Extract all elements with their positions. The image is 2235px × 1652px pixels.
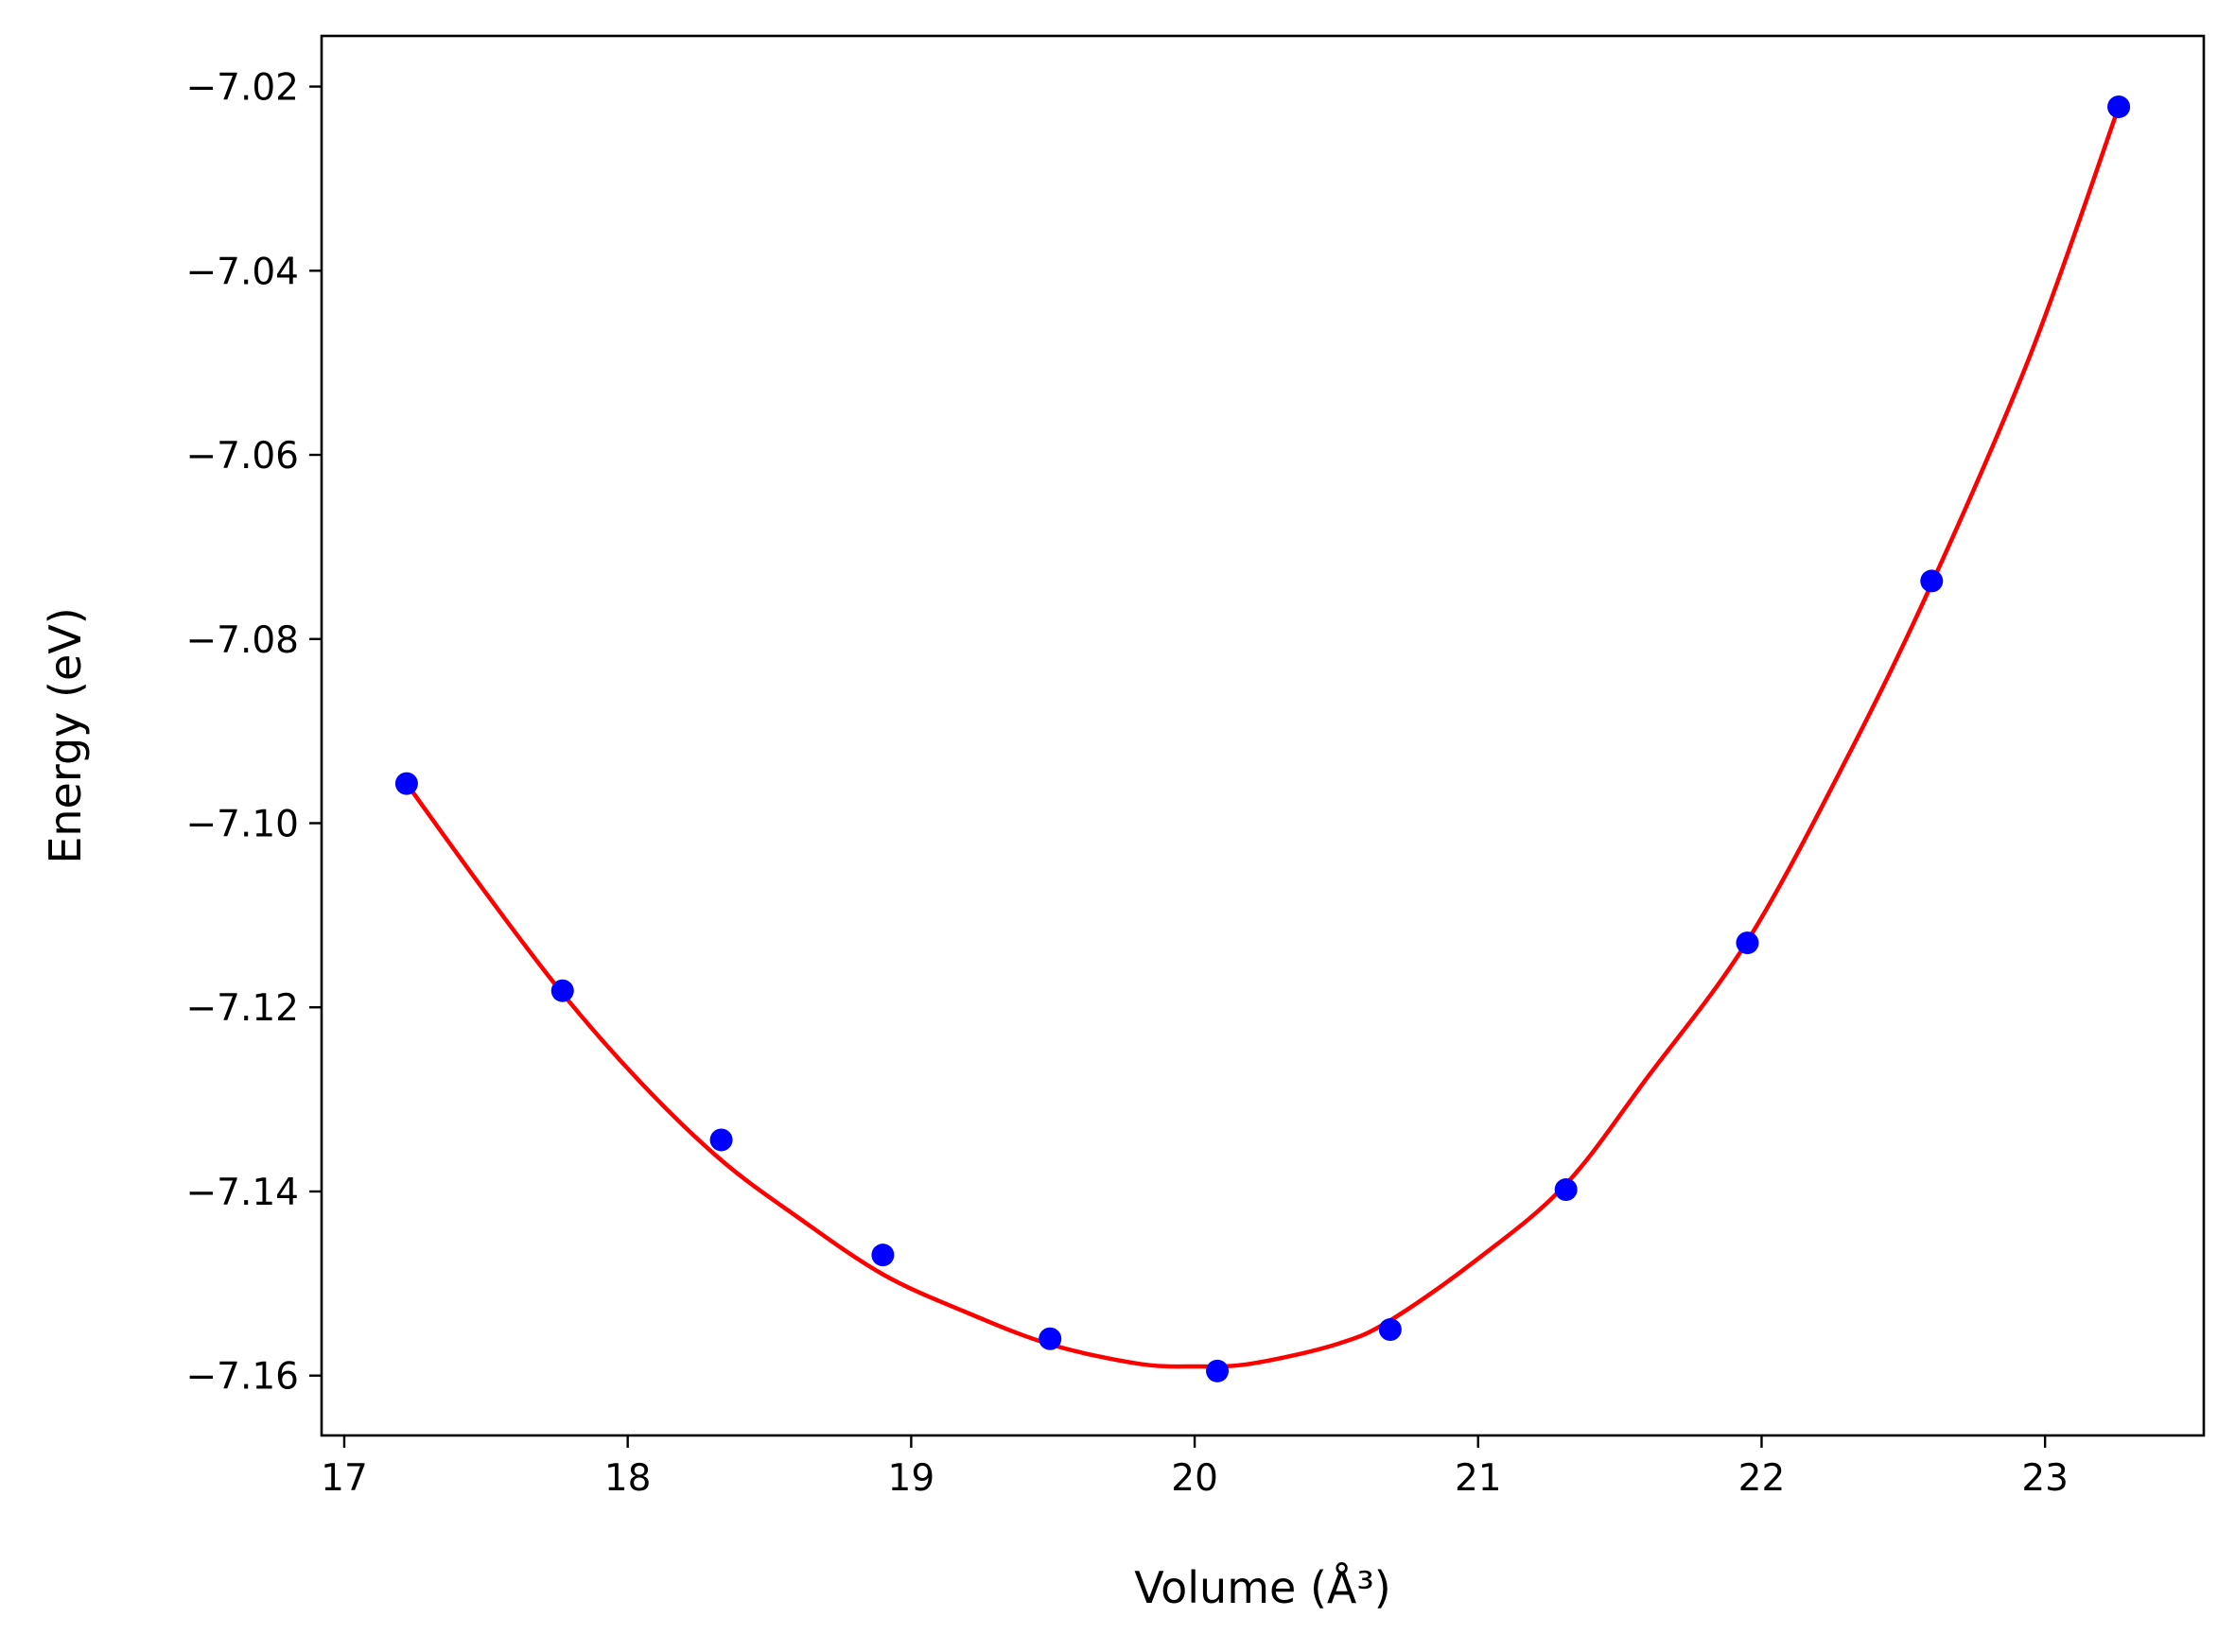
x-tick-label: 18 <box>604 1457 652 1500</box>
plot-frame <box>320 34 2206 1437</box>
x-axis-title: Volume (Å³) <box>1134 1562 1391 1613</box>
data-point <box>1378 1318 1402 1342</box>
y-tick-label: −7.16 <box>185 1356 299 1399</box>
fit-curve <box>405 106 2122 1369</box>
y-tick-label: −7.04 <box>185 251 299 293</box>
y-axis-title: Energy (eV) <box>40 607 91 863</box>
x-tick-label: 20 <box>1171 1457 1218 1500</box>
data-point <box>1039 1327 1062 1350</box>
fit-curve-layer <box>405 106 2122 1369</box>
y-tick-label: −7.14 <box>185 1172 299 1214</box>
y-tick-label: −7.12 <box>185 987 299 1030</box>
x-tick-label: 23 <box>2021 1457 2069 1500</box>
data-point <box>1206 1359 1230 1382</box>
y-tick-label: −7.08 <box>185 619 299 662</box>
data-point <box>550 979 574 1002</box>
data-point <box>1920 569 1944 593</box>
data-point <box>1554 1178 1578 1202</box>
x-tick-label: 21 <box>1455 1457 1502 1500</box>
y-tick-label: −7.10 <box>185 804 299 846</box>
data-point <box>709 1128 733 1152</box>
x-tick-label: 17 <box>321 1457 368 1500</box>
y-axis-ticks: −7.16 −7.14 −7.12 −7.10 −7.08 −7.06 −7.04 −7.02 <box>185 67 322 1399</box>
data-point <box>2107 95 2131 118</box>
data-point <box>871 1243 895 1267</box>
data-point <box>394 772 418 795</box>
x-tick-label: 22 <box>1738 1457 1786 1500</box>
data-points-layer <box>394 95 2131 1382</box>
x-tick-label: 19 <box>888 1457 935 1500</box>
y-tick-label: −7.06 <box>185 435 299 478</box>
y-tick-label: −7.02 <box>185 67 299 110</box>
x-axis-ticks: 17 18 19 20 21 22 23 <box>321 1435 2069 1500</box>
data-point <box>1736 931 1759 955</box>
